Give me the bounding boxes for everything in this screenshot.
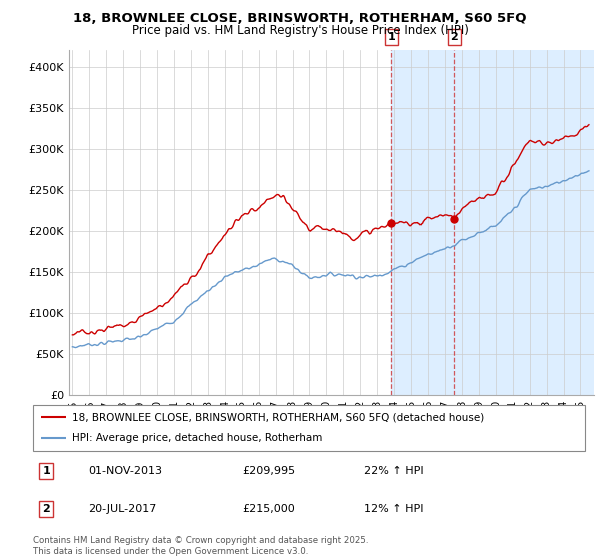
Text: 2: 2 xyxy=(43,504,50,514)
Text: 18, BROWNLEE CLOSE, BRINSWORTH, ROTHERHAM, S60 5FQ: 18, BROWNLEE CLOSE, BRINSWORTH, ROTHERHA… xyxy=(73,12,527,25)
Text: 2: 2 xyxy=(451,32,458,42)
Text: £209,995: £209,995 xyxy=(243,466,296,476)
FancyBboxPatch shape xyxy=(33,405,585,451)
Text: 22% ↑ HPI: 22% ↑ HPI xyxy=(364,466,424,476)
Bar xyxy=(454,50,594,395)
Text: £215,000: £215,000 xyxy=(243,504,296,514)
Text: 1: 1 xyxy=(388,32,395,42)
Text: Price paid vs. HM Land Registry's House Price Index (HPI): Price paid vs. HM Land Registry's House … xyxy=(131,24,469,37)
Text: Contains HM Land Registry data © Crown copyright and database right 2025.
This d: Contains HM Land Registry data © Crown c… xyxy=(33,536,368,556)
Text: 01-NOV-2013: 01-NOV-2013 xyxy=(88,466,162,476)
Text: 1: 1 xyxy=(43,466,50,476)
Text: 20-JUL-2017: 20-JUL-2017 xyxy=(88,504,157,514)
Text: 12% ↑ HPI: 12% ↑ HPI xyxy=(364,504,424,514)
Bar xyxy=(391,50,454,395)
Text: HPI: Average price, detached house, Rotherham: HPI: Average price, detached house, Roth… xyxy=(71,433,322,444)
Text: 18, BROWNLEE CLOSE, BRINSWORTH, ROTHERHAM, S60 5FQ (detached house): 18, BROWNLEE CLOSE, BRINSWORTH, ROTHERHA… xyxy=(71,412,484,422)
